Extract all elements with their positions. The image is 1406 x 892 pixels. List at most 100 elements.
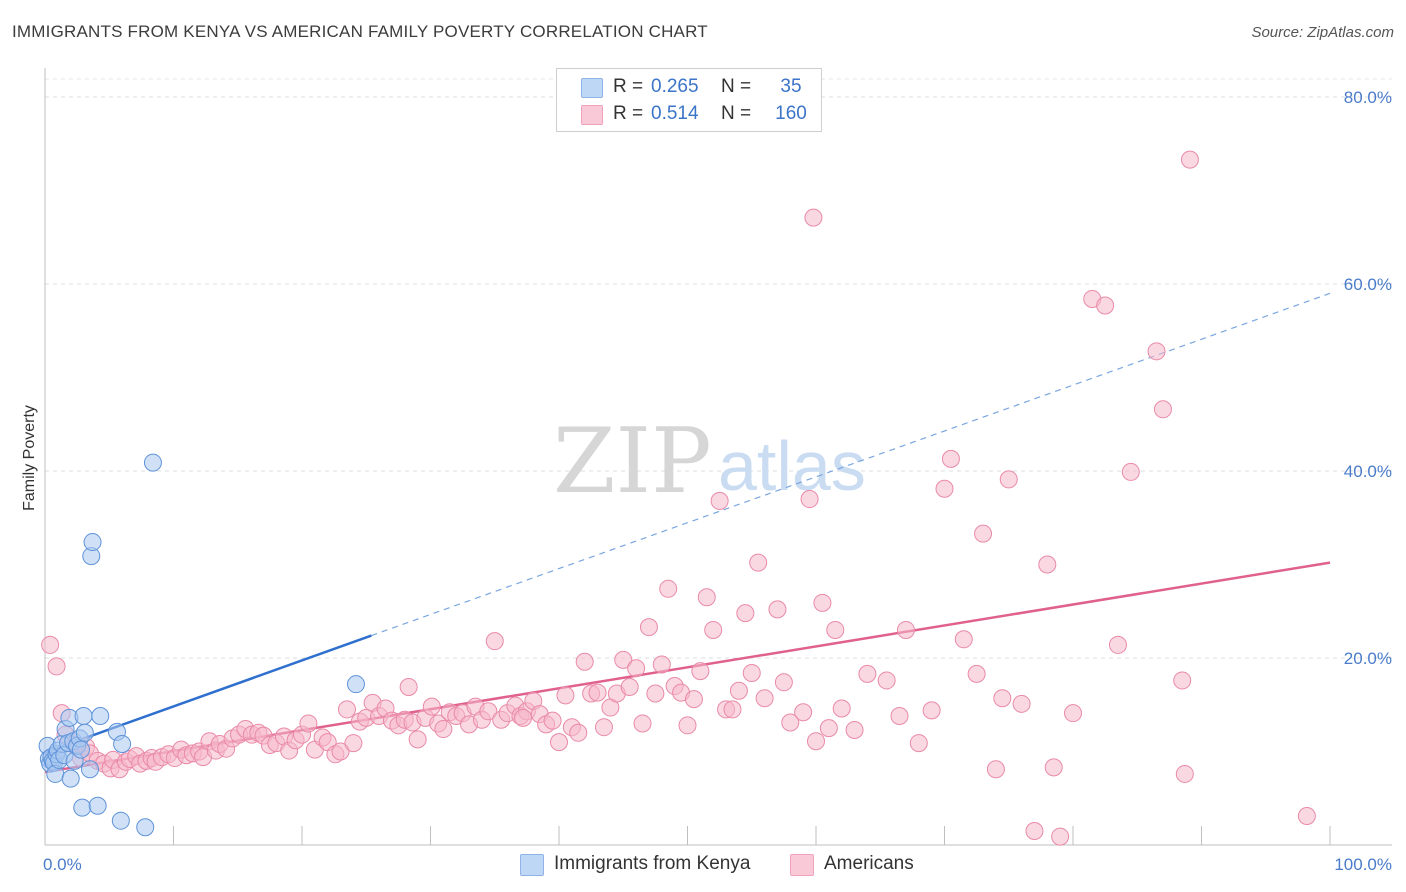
data-point-americans [434, 720, 453, 739]
data-point-kenya [83, 533, 102, 552]
data-point-americans [967, 664, 986, 683]
data-point-americans [800, 490, 819, 509]
data-point-americans [691, 662, 710, 681]
data-point-kenya [74, 706, 93, 725]
data-point-americans [768, 600, 787, 619]
data-point-americans [935, 479, 954, 498]
data-point-americans [954, 630, 973, 649]
y-tick-label: 60.0% [1344, 275, 1392, 294]
watermark-atlas: atlas [718, 427, 866, 505]
y-tick-label: 80.0% [1344, 88, 1392, 107]
chart-title: IMMIGRANTS FROM KENYA VS AMERICAN FAMILY… [12, 22, 708, 41]
data-point-americans [896, 620, 915, 639]
x-tick-label: 0.0% [43, 855, 82, 874]
data-point-kenya [136, 818, 155, 837]
data-point-americans [1180, 150, 1199, 169]
data-point-kenya [111, 811, 130, 830]
data-point-kenya [346, 675, 365, 694]
correlation-legend: R = 0.265 N = 35 R = 0.514 N = 160 [556, 68, 822, 132]
data-point-americans [588, 683, 607, 702]
data-point-kenya [88, 796, 107, 815]
data-point-americans [1173, 671, 1192, 690]
y-tick-label: 20.0% [1344, 649, 1392, 668]
bottom-legend-swatch-americans [790, 854, 814, 876]
data-point-americans [697, 588, 716, 607]
data-point-americans [986, 760, 1005, 779]
data-point-americans [633, 714, 652, 733]
data-point-americans [678, 716, 697, 735]
series-immigrants-from-kenya [38, 453, 365, 837]
data-point-americans [1096, 296, 1115, 315]
data-point-americans [749, 553, 768, 572]
data-point-americans [922, 701, 941, 720]
data-point-americans [736, 604, 755, 623]
data-point-americans [807, 732, 825, 751]
data-point-americans [1121, 462, 1140, 481]
data-point-americans [877, 671, 896, 690]
data-point-kenya [75, 723, 94, 742]
legend-n-label: N = [721, 103, 752, 124]
data-point-americans [514, 708, 533, 727]
data-point-americans [999, 470, 1018, 489]
bottom-legend-swatch-kenya [520, 854, 544, 876]
data-point-americans [485, 632, 504, 651]
data-point-americans [804, 208, 823, 227]
data-point-americans [710, 491, 729, 510]
data-point-americans [331, 742, 350, 761]
legend-n-label: N = [721, 76, 752, 97]
data-point-americans [723, 700, 742, 719]
data-point-americans [594, 718, 613, 737]
data-point-americans [704, 620, 723, 639]
data-point-americans [1297, 807, 1316, 826]
data-point-americans [1012, 694, 1031, 713]
data-point-americans [543, 711, 562, 730]
data-point-americans [755, 689, 774, 708]
legend-r-value: 0.514 [651, 103, 699, 124]
data-point-americans [1064, 704, 1082, 723]
data-point-americans [550, 733, 568, 752]
data-point-americans [819, 719, 838, 738]
legend-n-value: 160 [775, 103, 807, 124]
data-point-americans [627, 659, 646, 678]
data-point-americans [890, 706, 909, 725]
data-point-americans [337, 700, 356, 719]
data-point-americans [1147, 342, 1166, 361]
legend-swatch-kenya [581, 78, 603, 98]
data-point-americans [646, 684, 665, 703]
y-tick-label: 40.0% [1344, 462, 1392, 481]
trend-extension-kenya [371, 292, 1331, 637]
watermark-zip: ZIP [553, 409, 712, 514]
data-point-americans [826, 620, 845, 639]
data-point-kenya [71, 740, 90, 759]
data-point-americans [1025, 821, 1044, 840]
data-point-americans [620, 677, 639, 696]
data-point-americans [652, 655, 671, 674]
data-point-americans [1044, 758, 1063, 777]
series-americans [41, 150, 1316, 846]
data-point-americans [1038, 555, 1057, 574]
data-point-kenya [73, 798, 92, 817]
data-point-americans [639, 618, 658, 637]
data-point-americans [813, 593, 832, 612]
tick-labels: 20.0% 40.0% 60.0% 80.0% 0.0% 100.0% [43, 88, 1392, 874]
data-point-americans [684, 690, 703, 709]
bottom-legend-label-americans: Americans [824, 853, 914, 874]
data-point-americans [47, 657, 66, 676]
data-point-americans [781, 713, 800, 732]
data-point-americans [909, 734, 928, 753]
data-point-americans [659, 579, 678, 598]
data-point-americans [1175, 764, 1194, 783]
data-point-americans [845, 720, 864, 739]
data-point-americans [614, 650, 633, 669]
data-point-kenya [113, 735, 132, 754]
data-point-americans [742, 663, 761, 682]
bottom-legend-label-kenya: Immigrants from Kenya [554, 853, 751, 874]
data-point-americans [479, 702, 498, 721]
data-point-americans [344, 734, 363, 753]
data-point-americans [569, 723, 588, 742]
data-point-kenya [61, 769, 80, 788]
legend-n-value: 35 [780, 76, 802, 97]
data-point-americans [1153, 400, 1172, 419]
data-point-americans [832, 699, 851, 718]
